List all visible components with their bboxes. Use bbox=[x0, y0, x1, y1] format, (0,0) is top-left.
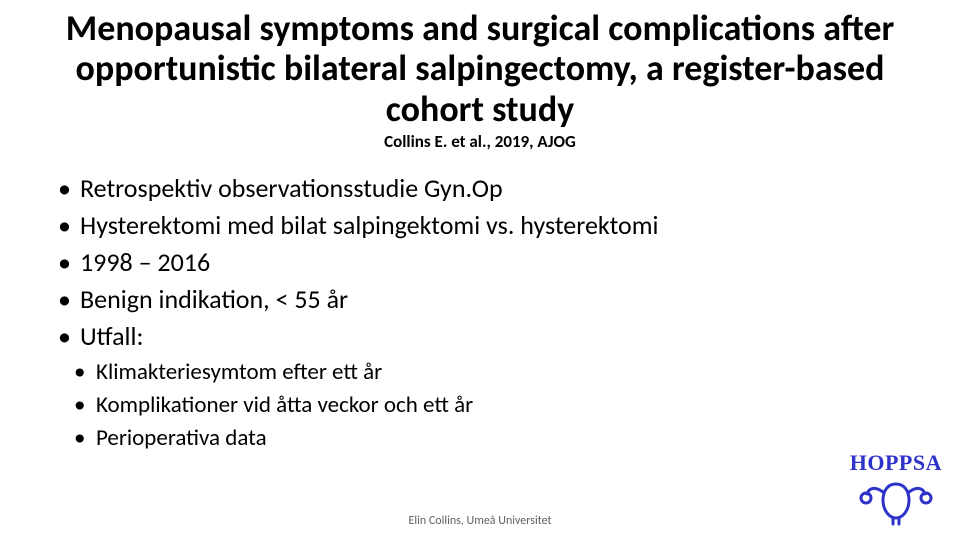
list-item: Komplikationer vid åtta veckor och ett å… bbox=[74, 389, 920, 422]
hoppsa-logo: HOPPSA bbox=[850, 450, 942, 526]
slide-subtitle: Collins E. et al., 2019, AJOG bbox=[40, 131, 920, 152]
list-item: Perioperativa data bbox=[74, 422, 920, 455]
list-item: Benign indikation, < 55 år bbox=[58, 281, 920, 318]
list-item: Klimakteriesymtom efter ett år bbox=[74, 356, 920, 389]
list-item: Retrospektiv observationsstudie Gyn.Op bbox=[58, 170, 920, 207]
list-item: Hysterektomi med bilat salpingektomi vs.… bbox=[58, 207, 920, 244]
slide: Menopausal symptoms and surgical complic… bbox=[0, 0, 960, 540]
list-item: Utfall: bbox=[58, 318, 920, 355]
main-bullet-list: Retrospektiv observationsstudie Gyn.Op H… bbox=[40, 170, 920, 355]
uterus-icon bbox=[859, 474, 933, 526]
sub-bullet-list: Klimakteriesymtom efter ett år Komplikat… bbox=[40, 356, 920, 454]
footer-attribution: Elin Collins, Umeå Universitet bbox=[0, 514, 960, 528]
slide-title: Menopausal symptoms and surgical complic… bbox=[40, 8, 920, 129]
hoppsa-logo-text: HOPPSA bbox=[850, 450, 942, 476]
list-item: 1998 – 2016 bbox=[58, 244, 920, 281]
